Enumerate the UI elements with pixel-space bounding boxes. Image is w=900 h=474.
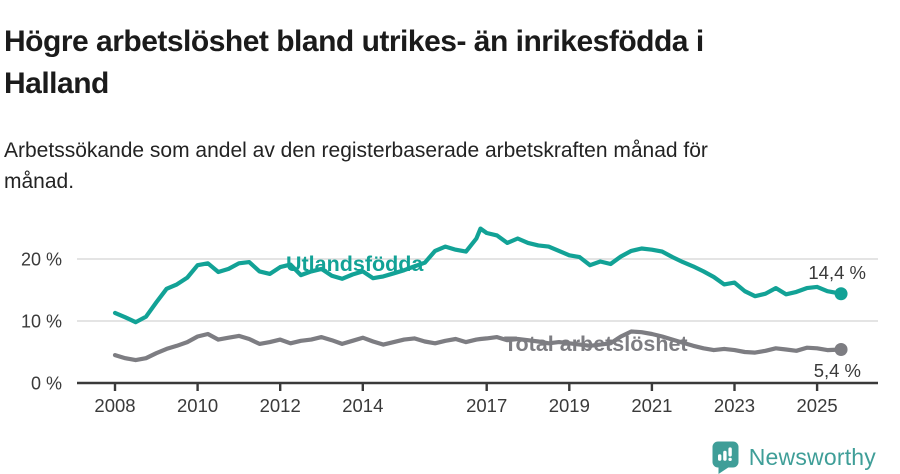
- y-tick-label: 10 %: [21, 312, 62, 332]
- series-line-1: [112, 329, 844, 363]
- y-tick-label: 20 %: [21, 250, 62, 270]
- page-title: Högre arbetslöshet bland utrikes- än inr…: [4, 25, 704, 101]
- x-tick-label: 2019: [549, 395, 590, 416]
- x-tick-label: 2021: [631, 395, 672, 416]
- x-tick-label: 2012: [260, 395, 301, 416]
- x-tick-label: 2025: [797, 395, 838, 416]
- newsworthy-logo[interactable]: Newsworthy: [712, 440, 876, 474]
- x-tick-label: 2014: [342, 395, 383, 416]
- newsworthy-wordmark: Newsworthy: [748, 443, 876, 470]
- series-end-dot-0: [834, 287, 848, 301]
- chart-area: 0 % 10 % 20 % 2008 2010 2012 2014 2017 2019 2021 2…: [0, 195, 900, 430]
- series-line-0: [112, 226, 844, 325]
- x-tick-label: 2010: [177, 395, 218, 416]
- x-tick-label: 2017: [466, 395, 507, 416]
- series-label-1: Total arbetslöshet: [504, 332, 688, 356]
- end-value-label-0: 14,4 %: [808, 262, 866, 283]
- series-label-0: Utlandsfödda: [286, 252, 424, 276]
- chart-subtitle: Arbetssökande som andel av den registerb…: [4, 139, 708, 193]
- y-tick-label: 0 %: [31, 374, 62, 394]
- x-tick-label: 2008: [94, 395, 135, 416]
- x-tick-label: 2023: [714, 395, 755, 416]
- end-value-label-1: 5,4 %: [814, 360, 861, 381]
- unemployment-line-chart: 0 % 10 % 20 % 2008 2010 2012 2014 2017 2019 2021 2…: [21, 226, 878, 416]
- newsworthy-logo-icon: [712, 441, 739, 474]
- series-end-dot-1: [834, 343, 848, 357]
